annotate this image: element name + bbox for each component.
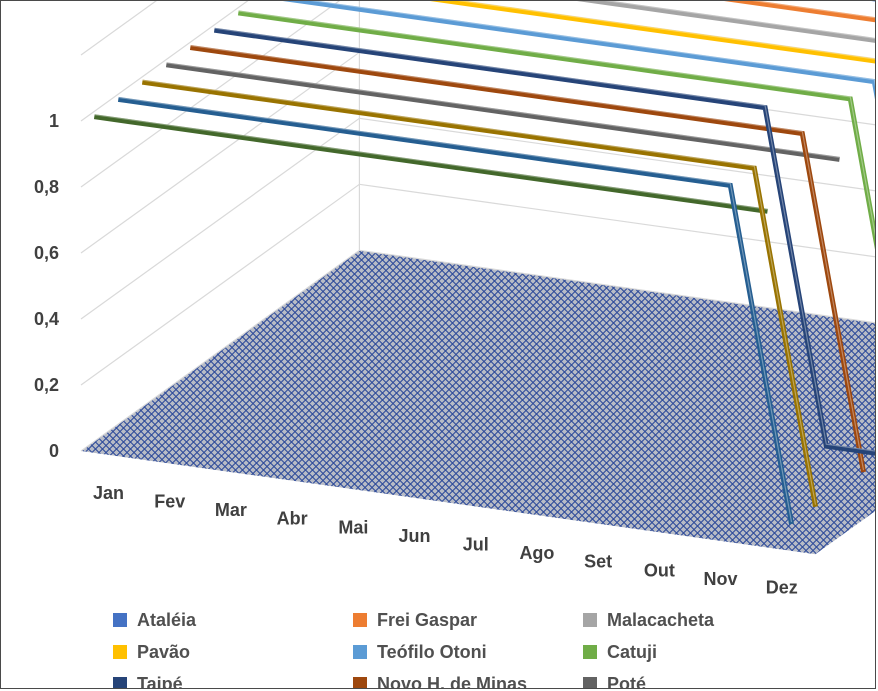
legend-label: Ataléia [137,609,197,630]
legend-item: Taipé [113,671,183,689]
legend-swatch [113,613,127,627]
x-tick-label: Dez [766,577,798,597]
legend-swatch [353,613,367,627]
series-line-highlight [142,79,817,505]
y-tick-label: 0,8 [34,177,59,197]
legend-label: Teófilo Otoni [377,641,487,662]
series-line-highlight [190,44,865,471]
series-line-highlight [457,1,875,60]
legend-label: Catuji [607,641,658,662]
series-line [429,1,875,64]
legend-label: Novo H. de Minas [377,673,528,689]
legend-swatch [113,645,127,659]
legend-label: Frei Gaspar [377,609,478,630]
chart-legend: Ataléia Frei Gaspar Malacacheta Pavão Teófil… [1,601,875,689]
series-line [165,62,840,162]
y-tick-label: 0,4 [34,309,59,329]
x-tick-label: Out [644,560,675,580]
legend-swatch [583,613,597,627]
legend-swatch [583,645,597,659]
x-tick-label: Nov [704,569,738,589]
x-tick-label: Fev [154,491,185,511]
y-tick-label: 1 [49,111,59,131]
series-line [213,27,875,456]
legend-label: Taipé [137,673,183,689]
legend-label: Malacacheta [607,609,715,630]
legend-swatch [353,677,367,688]
series-line [282,1,875,100]
series-line-highlight [310,1,875,87]
legend-item: Teófilo Otoni [353,639,487,665]
series-line [237,10,875,250]
legend-swatch [113,677,127,688]
series-line-highlight [166,62,840,158]
series-line [117,96,794,525]
legend-item: Ataléia [113,607,196,633]
series-line [93,114,768,214]
legend-item: Pavão [113,639,190,665]
gridline [80,51,875,254]
x-tick-label: Jan [93,483,124,503]
y-tick-label: 0,2 [34,375,59,395]
legend-label: Pavão [137,641,191,662]
legend-item: Frei Gaspar [353,607,477,633]
x-tick-label: Ago [519,543,554,563]
series-line-highlight [118,96,793,523]
x-tick-label: Jun [399,526,431,546]
legend-swatch [353,645,367,659]
chart-floor [81,250,875,555]
series-line [576,1,875,43]
x-tick-label: Abr [277,509,308,529]
gridline [80,1,249,122]
series-line-highlight [238,10,875,237]
gridline [80,1,875,188]
legend-item: Catuji [583,639,657,665]
legend-item: Novo H. de Minas [353,671,528,689]
legend-item: Malacacheta [583,607,714,633]
y-tick-label: 0,6 [34,243,59,263]
y-tick-label: 0 [49,441,59,461]
series-line-highlight [94,114,768,210]
series-line-highlight [604,1,875,39]
legend-swatch [583,677,597,688]
legend-label: Poté [607,673,647,689]
x-tick-label: Mai [338,517,368,537]
series-line [189,45,866,473]
legend-item: Poté [583,671,647,689]
x-tick-label: Jul [463,534,489,554]
x-tick-label: Mar [215,500,247,520]
series-line-highlight [214,27,875,452]
chart-plot: 0 0,2 0,4 0,6 0,8 1 Jan Fev Mar Abr Mai Jun Jul Ago Se… [34,1,875,597]
x-tick-label: Set [584,552,612,572]
series-line [141,79,818,508]
